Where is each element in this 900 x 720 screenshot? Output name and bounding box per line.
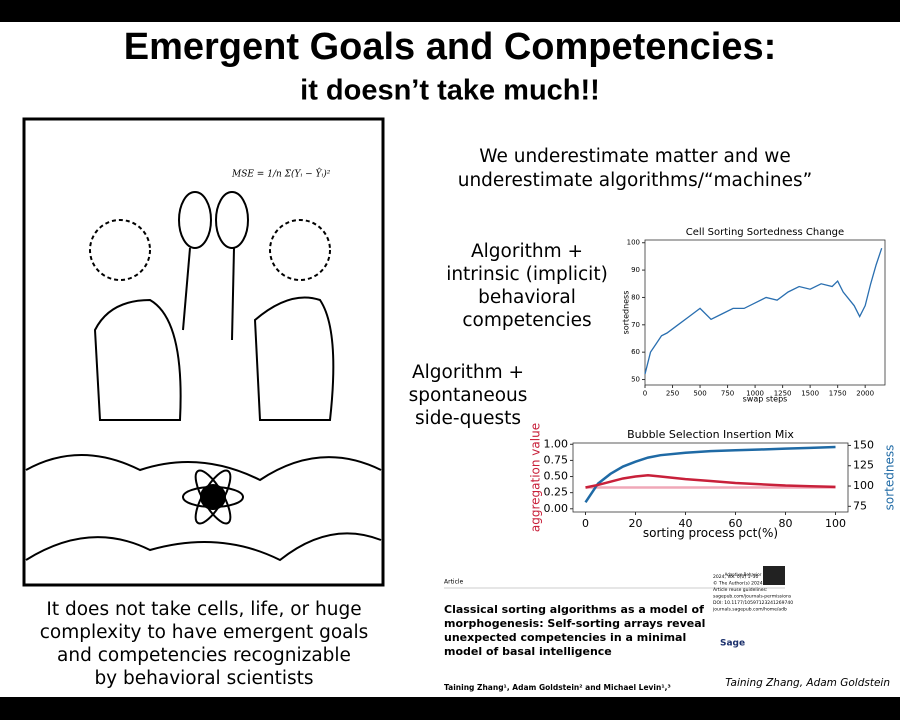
plot-area xyxy=(644,239,886,386)
series-line xyxy=(585,473,836,489)
top-bar xyxy=(0,0,900,22)
y-axis-label: sortedness xyxy=(622,291,631,335)
caption-line: complexity to have emergent goals xyxy=(40,622,369,643)
y-tick-label: 60 xyxy=(631,348,640,356)
paper-info-line: journals.sagepub.com/home/adb xyxy=(712,607,787,613)
paper-title-line: unexpected competencies in a minimal xyxy=(444,631,686,644)
paper: Article Adaptive Behavior 2024, Vol. 0(0… xyxy=(444,566,793,692)
y2-tick-label: 100 xyxy=(853,479,874,492)
caption-line: and competencies recognizable xyxy=(57,645,351,666)
paper-info-line: Article reuse guidelines: xyxy=(713,587,767,593)
x-tick-label: 100 xyxy=(825,517,846,530)
cartoon xyxy=(22,117,385,587)
x-tick-label: 250 xyxy=(666,389,679,397)
paper-title-line: morphogenesis: Self-sorting arrays revea… xyxy=(444,617,705,630)
plot-area xyxy=(572,442,849,513)
y-tick-label: 0.75 xyxy=(544,453,569,466)
title: Emergent Goals and Competencies: xyxy=(124,26,777,68)
paper-info-line: DOI: 10.1177/10597123241269740 xyxy=(713,600,793,606)
paper-title-line: Classical sorting algorithms as a model … xyxy=(444,603,704,616)
y-tick-label: 0.50 xyxy=(544,470,569,483)
chart-title: Bubble Selection Insertion Mix xyxy=(627,428,794,441)
intrinsic-line: intrinsic (implicit) xyxy=(446,264,608,285)
series-line xyxy=(584,445,836,503)
y-tick-label: 70 xyxy=(631,321,640,329)
x-tick-label: 80 xyxy=(779,517,793,530)
x-tick-label: 60 xyxy=(729,517,743,530)
paper-info-line: © The Author(s) 2024 xyxy=(713,580,763,587)
y2-tick-label: 150 xyxy=(853,438,874,451)
intrinsic-line: competencies xyxy=(462,310,591,331)
chart: Bubble Selection Insertion Mix sorting pr… xyxy=(529,423,897,540)
x-axis-label: swap steps xyxy=(743,395,788,404)
x-tick-label: 0 xyxy=(582,517,589,530)
x-tick-label: 1500 xyxy=(801,389,819,397)
sidequest-line: Algorithm + xyxy=(412,362,524,383)
x-tick-label: 40 xyxy=(679,517,693,530)
bottom-bar xyxy=(0,697,900,720)
journal-name: Adaptive Behavior xyxy=(725,572,762,577)
paper-authors: Taining Zhang¹, Adam Goldstein² and Mich… xyxy=(444,683,671,692)
y-tick-label: 1.00 xyxy=(544,437,569,450)
caption-line: by behavioral scientists xyxy=(94,668,313,689)
sidequest-line: side-quests xyxy=(415,408,521,429)
paper-info-line: 2024, Vol. 0(0) 1–30 xyxy=(713,574,759,580)
paper-info-line: sagepub.com/journals-permissions xyxy=(713,594,792,600)
y2-axis-label: sortedness xyxy=(883,445,897,511)
statement-line: We underestimate matter and we xyxy=(479,146,790,167)
x-tick-label: 500 xyxy=(693,389,706,397)
x-axis-label: sorting process pct(%) xyxy=(643,526,778,540)
y-tick-label: 50 xyxy=(631,376,640,384)
sidequest-line: spontaneous xyxy=(409,385,528,406)
x-tick-label: 750 xyxy=(721,389,734,397)
cartoon-equation: MSE = 1/n Σ(Yᵢ − Ŷᵢ)² xyxy=(231,168,331,180)
y2-tick-label: 75 xyxy=(853,499,867,512)
publisher: Sage xyxy=(720,639,745,649)
journal-logo xyxy=(763,566,785,585)
subtitle: it doesn’t take much!! xyxy=(300,75,600,107)
x-tick-label: 1250 xyxy=(774,389,792,397)
x-tick-label: 2000 xyxy=(856,389,874,397)
x-tick-label: 1000 xyxy=(746,389,764,397)
y-tick-label: 90 xyxy=(631,266,640,274)
intrinsic-line: behavioral xyxy=(478,287,576,308)
series-line xyxy=(644,248,883,375)
intrinsic-line: Algorithm + xyxy=(471,241,583,262)
paper-title-line: model of basal intelligence xyxy=(444,645,612,658)
x-tick-label: 1750 xyxy=(829,389,847,397)
y-tick-label: 80 xyxy=(631,293,640,301)
credit: Taining Zhang, Adam Goldstein xyxy=(725,677,890,689)
paper-kind: Article xyxy=(444,579,464,586)
y-tick-label: 0.00 xyxy=(544,502,569,515)
x-tick-label: 20 xyxy=(629,517,643,530)
y-tick-label: 100 xyxy=(627,239,640,247)
statement-line: underestimate algorithms/“machines” xyxy=(458,170,813,191)
x-tick-label: 0 xyxy=(643,389,647,397)
chart-title: Cell Sorting Sortedness Change xyxy=(686,227,844,238)
y-tick-label: 0.25 xyxy=(544,486,569,499)
y-axis-label: aggregation value xyxy=(529,423,543,532)
chart: Cell Sorting Sortedness Change swap steps… xyxy=(622,227,886,404)
caption-line: It does not take cells, life, or huge xyxy=(46,599,361,620)
y2-tick-label: 125 xyxy=(853,459,874,472)
